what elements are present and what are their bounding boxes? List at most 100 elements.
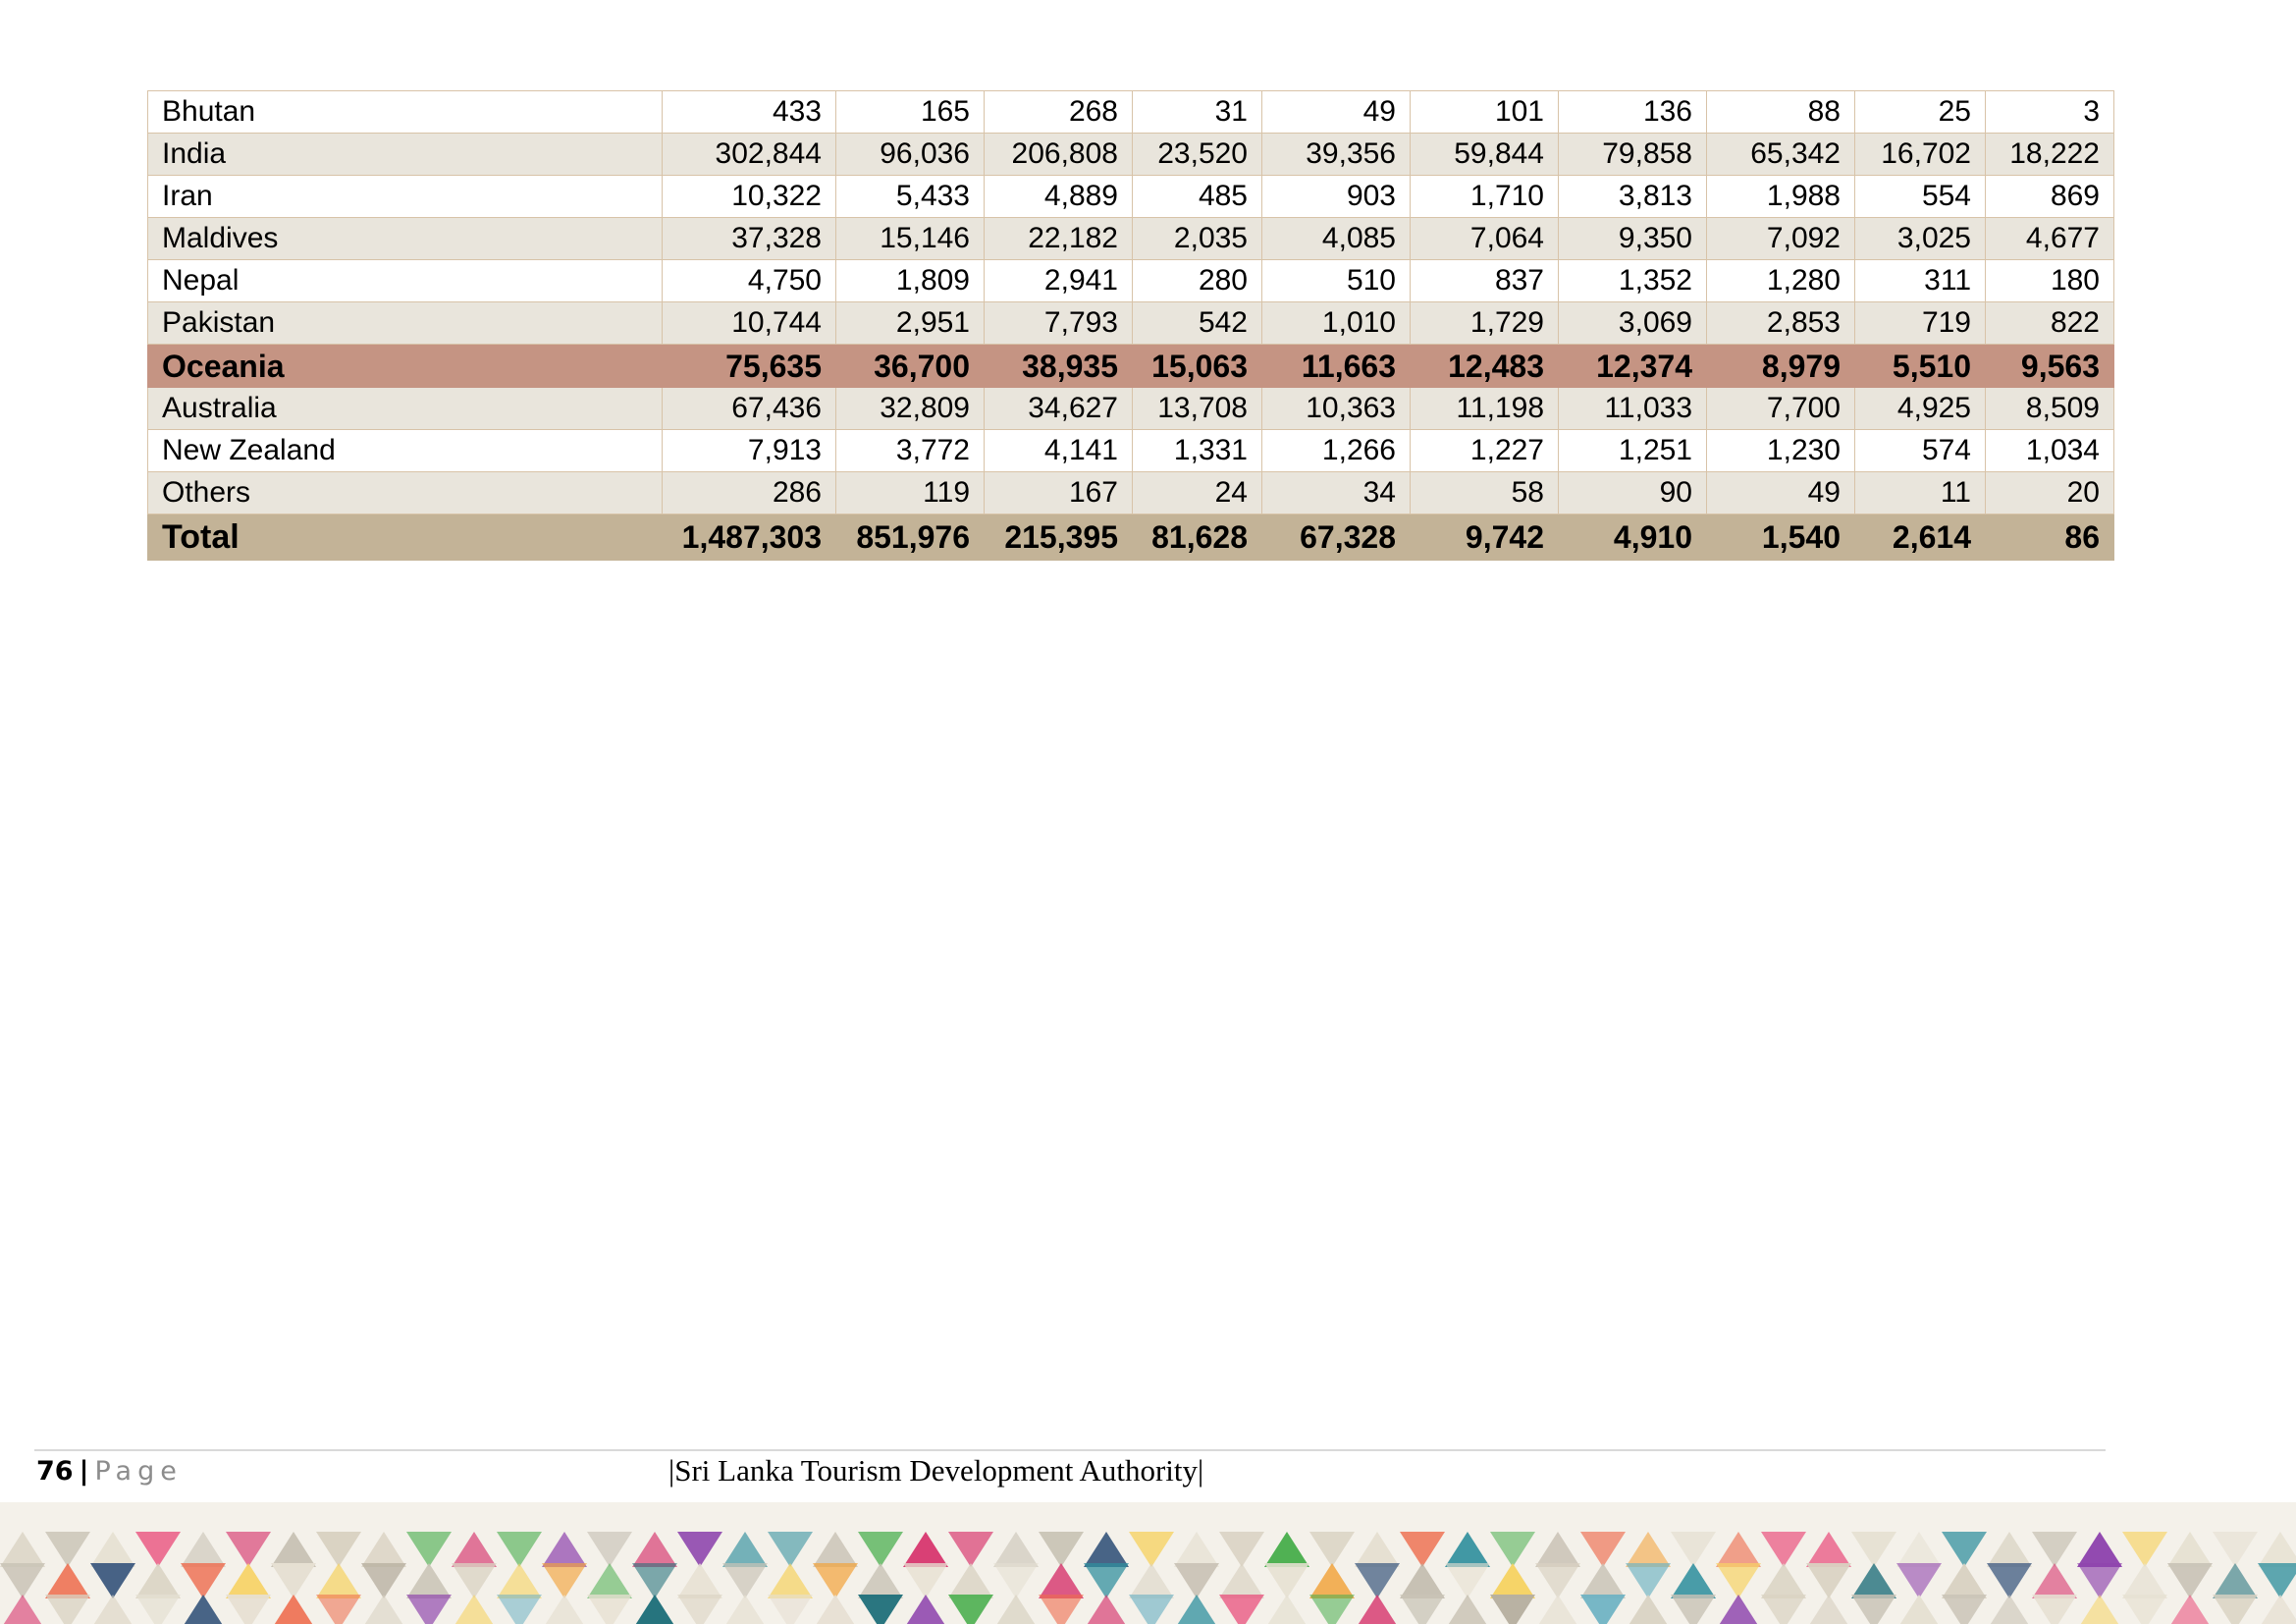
- banner-triangle: [2213, 1595, 2258, 1624]
- banner-triangle: [1264, 1532, 1309, 1567]
- table-cell: 49: [1706, 471, 1855, 514]
- table-cell: 311: [1854, 259, 1986, 302]
- table-cell: 67,436: [662, 387, 836, 430]
- banner-triangle: [497, 1595, 542, 1624]
- banner-triangle: [2032, 1595, 2077, 1624]
- banner-triangle: [1851, 1532, 1896, 1567]
- table-cell: 574: [1854, 429, 1986, 472]
- banner-triangle: [2077, 1532, 2122, 1567]
- table-cell: 4,677: [1985, 217, 2114, 260]
- banner-triangle: [1445, 1532, 1490, 1567]
- table-cell: 1,809: [835, 259, 985, 302]
- table-cell: 11: [1854, 471, 1986, 514]
- banner-triangle: [2258, 1563, 2296, 1598]
- table-cell: 65,342: [1706, 133, 1855, 176]
- table-cell: 1,710: [1410, 175, 1559, 218]
- banner-triangle: [813, 1532, 858, 1567]
- banner-triangle: [1942, 1563, 1987, 1598]
- footer-divider: [34, 1449, 2106, 1451]
- banner-triangle: [1987, 1532, 2032, 1567]
- table-cell: 10,744: [662, 301, 836, 345]
- table-cell: 101: [1410, 90, 1559, 134]
- banner-triangle: [1219, 1595, 1264, 1624]
- banner-triangle: [226, 1595, 271, 1624]
- table-cell: 2,941: [984, 259, 1133, 302]
- table-cell: 86: [1985, 514, 2114, 561]
- table-cell: 34,627: [984, 387, 1133, 430]
- banner-triangle: [1851, 1595, 1896, 1624]
- page-number-block: 76 | Page: [36, 1456, 183, 1487]
- banner-triangle: [1990, 1595, 2029, 1624]
- row-label: Nepal: [147, 259, 663, 302]
- table-row: Pakistan 10,744 2,951 7,793 542 1,010 1,729 3,0…: [147, 301, 2114, 345]
- banner-triangle: [2080, 1595, 2119, 1624]
- table-cell: 1,266: [1261, 429, 1411, 472]
- table-cell: 3,069: [1558, 301, 1707, 345]
- banner-triangle: [181, 1532, 226, 1567]
- table-cell: 1,034: [1985, 429, 2114, 472]
- banner-triangle: [1896, 1532, 1942, 1567]
- table-cell: 58: [1410, 471, 1559, 514]
- table-cell: 1,280: [1706, 259, 1855, 302]
- table-cell: 1,010: [1261, 301, 1411, 345]
- banner-triangle: [1129, 1595, 1174, 1624]
- table-cell: 7,064: [1410, 217, 1559, 260]
- table-cell: 37,328: [662, 217, 836, 260]
- table-cell: 433: [662, 90, 836, 134]
- banner-triangle: [1942, 1532, 1987, 1567]
- banner-triangle: [2122, 1595, 2167, 1624]
- banner-triangle: [1671, 1563, 1716, 1598]
- table-cell: 79,858: [1558, 133, 1707, 176]
- banner-triangle: [1358, 1595, 1397, 1624]
- banner-triangle: [316, 1595, 361, 1624]
- banner-triangle: [2261, 1595, 2296, 1624]
- table-cell: 8,509: [1985, 387, 2114, 430]
- banner-triangle: [1309, 1563, 1355, 1598]
- table-row: Maldives 37,328 15,146 22,182 2,035 4,085 7,06…: [147, 217, 2114, 260]
- table-cell: 167: [984, 471, 1133, 514]
- table-cell: 39,356: [1261, 133, 1411, 176]
- banner-triangle: [1490, 1563, 1535, 1598]
- banner-triangle: [1806, 1563, 1851, 1598]
- banner-triangle: [993, 1563, 1039, 1598]
- banner-triangle: [45, 1563, 90, 1598]
- page-number: 76: [36, 1456, 74, 1487]
- banner-triangle: [497, 1563, 542, 1598]
- banner-triangle: [226, 1532, 271, 1567]
- banner-triangle: [1851, 1563, 1896, 1598]
- banner-triangle: [587, 1595, 632, 1624]
- table-cell: 268: [984, 90, 1133, 134]
- banner-triangle: [316, 1532, 361, 1567]
- row-label: Pakistan: [147, 301, 663, 345]
- banner-triangle: [1084, 1563, 1129, 1598]
- row-label: Maldives: [147, 217, 663, 260]
- table-cell: 2,951: [835, 301, 985, 345]
- banner-triangle: [1400, 1532, 1445, 1567]
- banner-triangle: [1448, 1595, 1487, 1624]
- banner-triangle: [858, 1532, 903, 1567]
- banner-triangle: [2167, 1563, 2213, 1598]
- row-label: New Zealand: [147, 429, 663, 472]
- banner-triangle: [1400, 1595, 1445, 1624]
- table-cell: 136: [1558, 90, 1707, 134]
- banner-triangle: [1629, 1595, 1668, 1624]
- banner-triangle: [768, 1595, 813, 1624]
- table-cell: 75,635: [662, 344, 836, 388]
- row-label: Australia: [147, 387, 663, 430]
- banner-triangle: [906, 1595, 945, 1624]
- banner-triangle: [361, 1532, 406, 1567]
- banner-triangle: [903, 1532, 948, 1567]
- banner-triangle: [587, 1563, 632, 1598]
- banner-triangle: [677, 1563, 722, 1598]
- row-label: India: [147, 133, 663, 176]
- banner-triangle: [1987, 1563, 2032, 1598]
- banner-triangle: [1806, 1532, 1851, 1567]
- table-cell: 2,614: [1854, 514, 1986, 561]
- table-cell: 3,025: [1854, 217, 1986, 260]
- banner-triangle: [816, 1595, 855, 1624]
- table-cell: 1,331: [1132, 429, 1262, 472]
- banner-triangle: [725, 1595, 765, 1624]
- table-cell: 34: [1261, 471, 1411, 514]
- banner-triangle: [722, 1563, 768, 1598]
- banner-triangle: [722, 1532, 768, 1567]
